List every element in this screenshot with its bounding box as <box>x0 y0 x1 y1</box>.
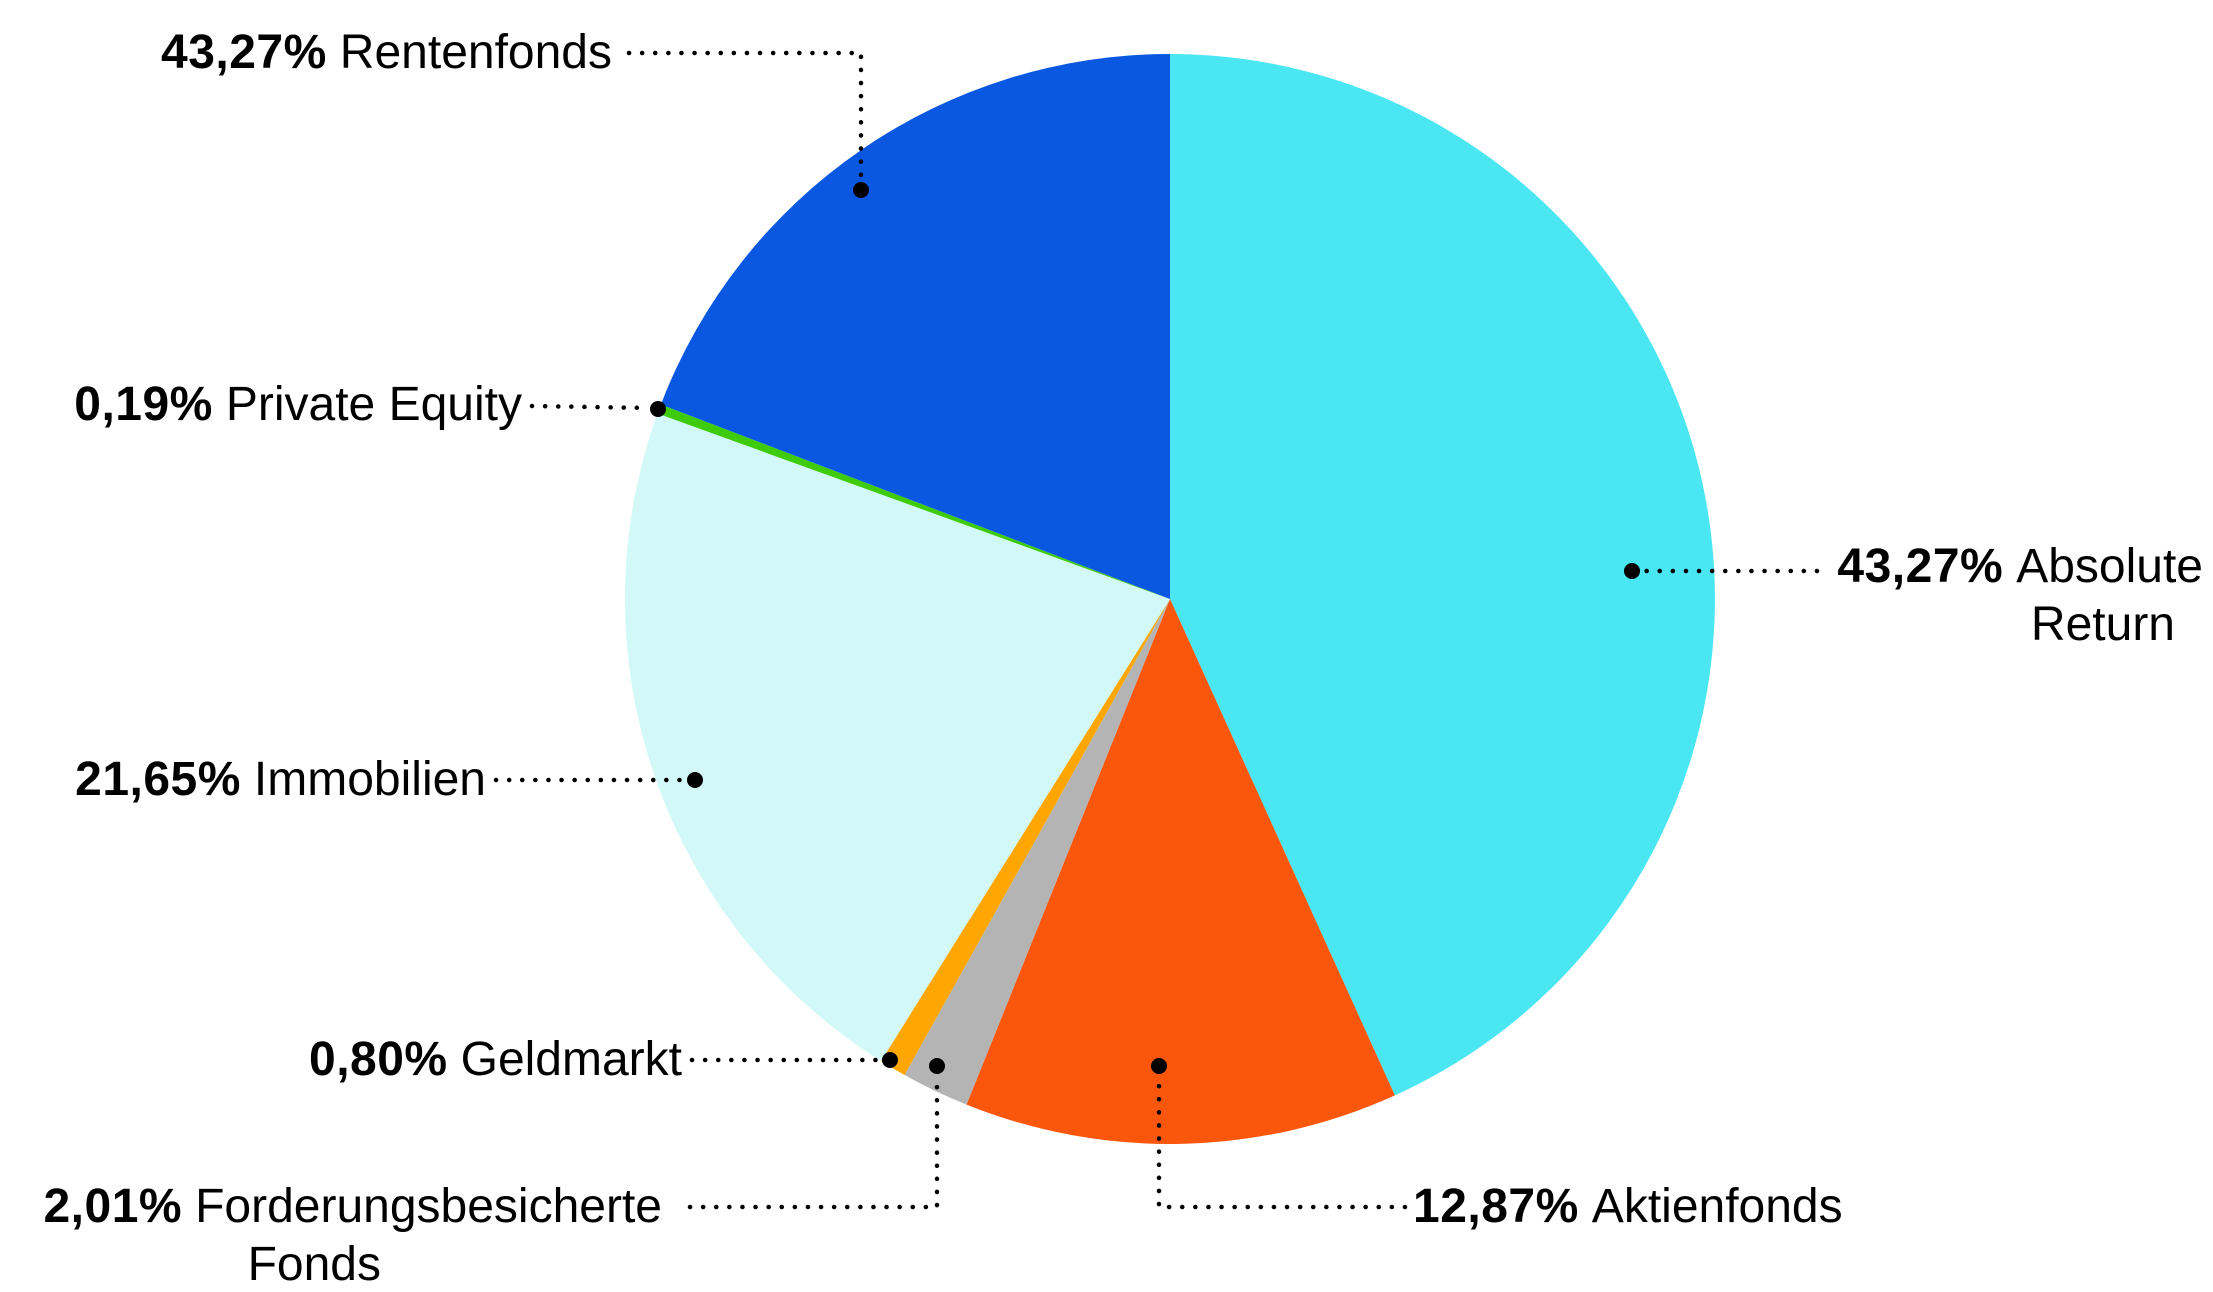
callout-dot-private-equity <box>650 401 666 417</box>
callout-label-geldmarkt: 0,80% Geldmarkt <box>282 1031 682 1089</box>
category-label: Aktienfonds <box>1591 1180 1843 1233</box>
leader-line-rentenfonds <box>626 50 864 184</box>
pie-slice-absolute-return <box>1170 54 1715 1096</box>
callout-line: 2,01% Forderungsbesicherte <box>40 1178 662 1236</box>
leader-line-forderung <box>687 1073 940 1210</box>
callout-label-forderungsbesicherte-fonds: 2,01% Forderungsbesicherte Fonds <box>40 1178 662 1292</box>
callout-label-immobilien: 21,65% Immobilien <box>63 751 486 809</box>
pie-slice-immobilien <box>624 413 1170 1061</box>
callout-label-private-equity: 0,19% Private Equity <box>63 376 522 434</box>
category-label: Geldmarkt <box>460 1033 682 1086</box>
percent-label: 43,27% <box>1837 540 2004 593</box>
callout-dot-geldmarkt <box>882 1052 898 1068</box>
callout-line: 43,27% Absolute <box>1831 538 2203 596</box>
callout-label-aktienfonds: 12,87% Aktienfonds <box>1413 1178 2053 1236</box>
percent-label: 0,19% <box>74 378 213 431</box>
callout-dot-aktienfonds <box>1151 1058 1167 1074</box>
callout-dot-absolute-return <box>1624 563 1640 579</box>
category-label: Rentenfonds <box>339 26 612 79</box>
category-label-line2: Fonds <box>247 1238 381 1291</box>
category-label: Absolute <box>2016 540 2203 593</box>
pie-slice-private-equity <box>657 404 1170 599</box>
pie-slice-forderungsbesicherte-fonds <box>904 599 1170 1105</box>
callout-dot-rentenfonds <box>853 182 869 198</box>
category-label: Immobilien <box>253 753 486 806</box>
percent-label: 43,27% <box>161 26 327 79</box>
callout-label-rentenfonds: 43,27% Rentenfonds <box>136 24 612 82</box>
callout-dot-forderung <box>929 1058 945 1074</box>
pie-slice-geldmarkt <box>881 599 1170 1075</box>
percent-label: 2,01% <box>43 1180 183 1233</box>
percent-label: 12,87% <box>1413 1180 1579 1233</box>
category-label-line2: Return <box>2030 598 2175 651</box>
pie-slice-rentenfonds <box>660 54 1170 599</box>
category-label: Forderungsbesicherte <box>195 1180 662 1233</box>
callout-label-absolute-return: 43,27% Absolute Return <box>1831 538 2203 654</box>
percent-label: 21,65% <box>75 753 241 806</box>
percent-label: 0,80% <box>309 1033 448 1086</box>
category-label: Private Equity <box>225 378 522 431</box>
leader-line-private-equity <box>529 403 651 411</box>
callout-dot-immobilien <box>687 772 703 788</box>
pie-slice-aktienfonds <box>966 599 1395 1144</box>
